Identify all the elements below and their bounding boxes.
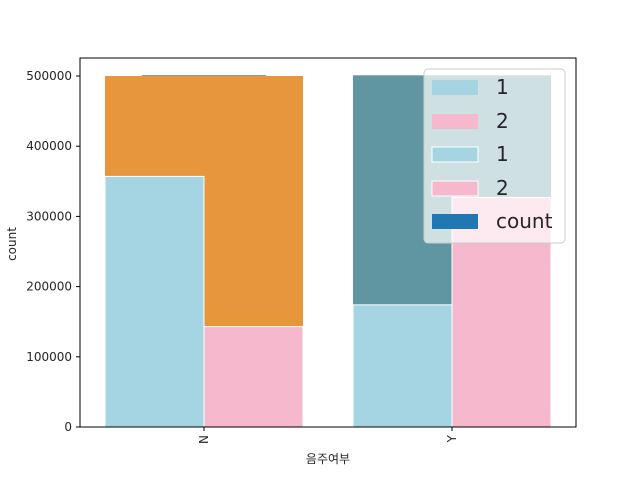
y-tick-label: 200000 — [26, 280, 72, 294]
y-tick-label: 0 — [64, 420, 72, 434]
y-tick-label: 400000 — [26, 139, 72, 153]
y-axis-label: count — [5, 227, 19, 261]
y-tick-label: 100000 — [26, 350, 72, 364]
y-tick-label: 300000 — [26, 209, 72, 223]
legend-swatch — [432, 80, 478, 95]
x-axis-label: 음주여부 — [306, 452, 350, 466]
legend-label: 1 — [496, 75, 509, 99]
y-tick-label: 500000 — [26, 69, 72, 83]
legend-swatch — [431, 180, 479, 197]
legend-swatch — [432, 214, 478, 229]
axes-layer: 0 100000 200000 300000 400000 500000 N Y — [26, 57, 577, 444]
x-tick-label: Y — [445, 434, 459, 443]
legend: 1 2 1 2 count — [423, 68, 566, 244]
legend-box — [423, 68, 566, 244]
legend-label: 2 — [496, 176, 509, 200]
legend-label: count — [496, 209, 553, 233]
x-tick-label: N — [197, 435, 211, 444]
legend-label: 2 — [496, 109, 509, 133]
legend-label: 1 — [496, 142, 509, 166]
legend-swatch — [432, 114, 478, 129]
bar-Y-1-5 — [352, 304, 453, 428]
bar-N-1-2 — [104, 175, 205, 428]
bar-N-2-3 — [203, 326, 304, 428]
legend-swatch — [431, 146, 479, 163]
bars-layer — [104, 75, 552, 428]
plot-frame — [79, 57, 577, 428]
